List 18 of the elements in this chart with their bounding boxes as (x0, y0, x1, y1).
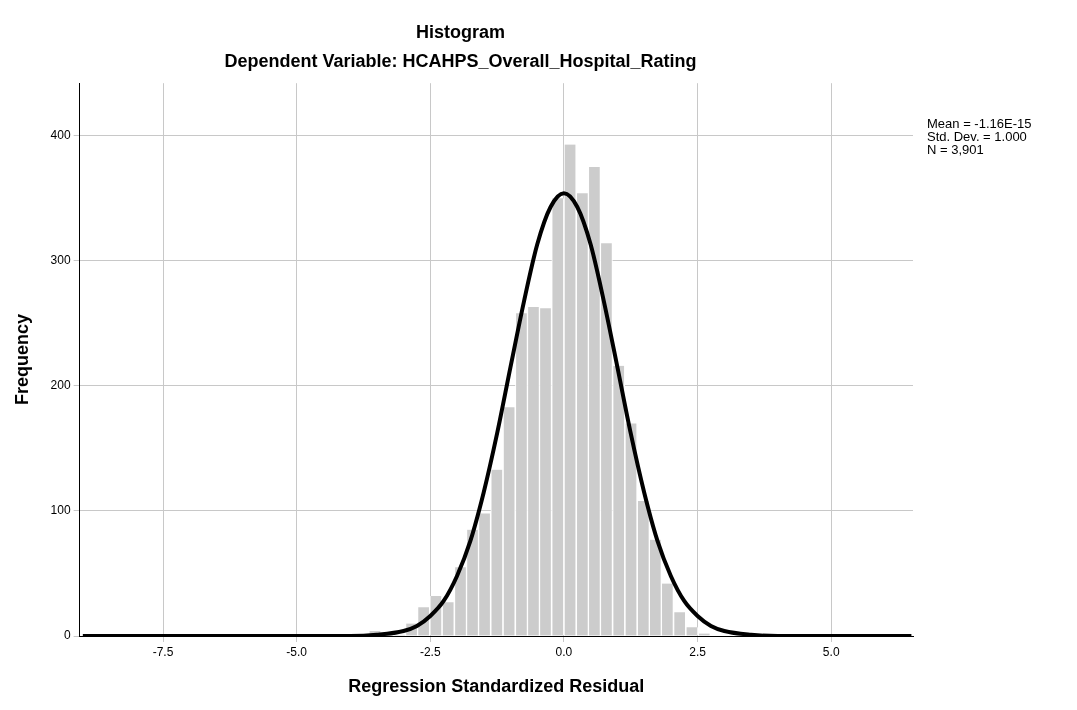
chart-subtitle: Dependent Variable: HCAHPS_Overall_Hospital_Rating (224, 51, 697, 72)
y-axis-title: Frequency (11, 314, 32, 406)
x-tick-label: 5.0 (822, 644, 840, 659)
x-tick-label: 2.5 (689, 644, 707, 659)
text: Std. Dev. = 1.000 (927, 129, 1027, 145)
text: N = 3,901 (927, 142, 984, 158)
x-tick-label: 0.0 (555, 644, 573, 659)
y-tick-label: 0 (63, 628, 71, 643)
x-tick-label: -2.5 (419, 644, 441, 659)
y-tick-label: 200 (50, 378, 71, 393)
y-tick-label: 300 (50, 253, 71, 268)
x-tick-label: -7.5 (152, 644, 174, 659)
y-tick-label: 100 (50, 503, 71, 518)
x-axis-title: Regression Standardized Residual (348, 676, 645, 697)
x-tick-label: -5.0 (286, 644, 308, 659)
chart-title: Histogram (415, 21, 506, 42)
text: Mean = -1.16E-15 (927, 116, 1032, 132)
y-tick-label: 400 (50, 128, 71, 143)
